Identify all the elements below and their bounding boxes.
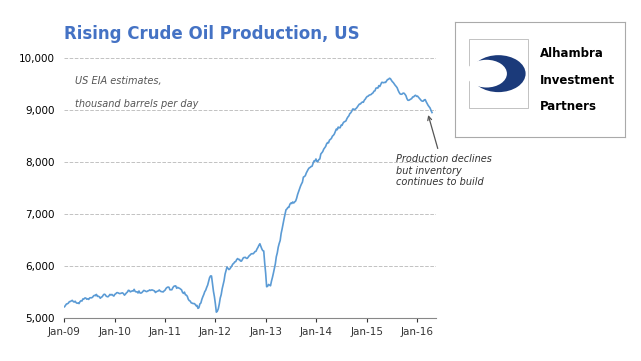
Text: Alhambra: Alhambra — [540, 47, 604, 60]
Text: Rising Crude Oil Production, US: Rising Crude Oil Production, US — [64, 25, 360, 43]
Text: thousand barrels per day: thousand barrels per day — [75, 99, 199, 109]
Text: Investment: Investment — [540, 74, 615, 87]
Text: Partners: Partners — [540, 100, 597, 113]
Bar — [469, 39, 528, 108]
Text: Production declines
but inventory
continues to build: Production declines but inventory contin… — [396, 116, 492, 187]
Text: US EIA estimates,: US EIA estimates, — [75, 76, 162, 86]
Circle shape — [466, 60, 507, 87]
Circle shape — [471, 55, 526, 92]
